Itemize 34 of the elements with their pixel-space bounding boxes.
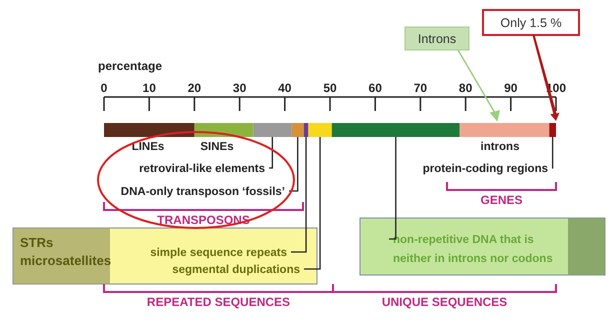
x-tick-label: 30 xyxy=(232,81,247,95)
x-tick-label: 70 xyxy=(414,81,428,95)
bar xyxy=(460,123,550,137)
series-label: SINEs xyxy=(200,141,234,153)
bar xyxy=(332,123,460,137)
text: Introns xyxy=(418,32,456,46)
text: UNIQUE SEQUENCES xyxy=(382,295,508,309)
bar xyxy=(253,123,292,137)
x-tick-label: 80 xyxy=(458,81,473,95)
x-tick-label: 60 xyxy=(368,81,382,95)
x-tick-label: 0 xyxy=(100,81,108,95)
bar xyxy=(304,123,308,137)
x-tick-label: 40 xyxy=(278,81,292,95)
bar xyxy=(104,123,194,137)
text: retroviral-like elements xyxy=(139,163,265,175)
text: non-repetitive DNA that is neither in introns nor codons xyxy=(393,234,553,265)
text: segmental duplications xyxy=(172,264,300,276)
text: GENES xyxy=(480,193,523,207)
series-label: LINEs xyxy=(132,141,164,153)
text: protein-coding regions xyxy=(422,163,548,175)
text: simple sequence repeats xyxy=(150,247,287,259)
text: TRANSPOSONS xyxy=(157,213,250,227)
x-tick-label: 10 xyxy=(142,81,156,95)
text: DNA-only transposon ‘fossils’ xyxy=(120,186,285,198)
text: Only 1.5 % xyxy=(500,16,562,30)
x-tick-label: 20 xyxy=(188,81,202,95)
text: REPEATED SEQUENCES xyxy=(146,295,290,309)
x-axis-title: percentage xyxy=(98,59,162,73)
bar xyxy=(549,123,556,137)
series-label: introns xyxy=(480,141,520,153)
x-tick-label: 50 xyxy=(323,81,337,95)
bar xyxy=(308,123,332,137)
bar xyxy=(292,123,304,137)
x-tick-label: 90 xyxy=(504,81,518,95)
